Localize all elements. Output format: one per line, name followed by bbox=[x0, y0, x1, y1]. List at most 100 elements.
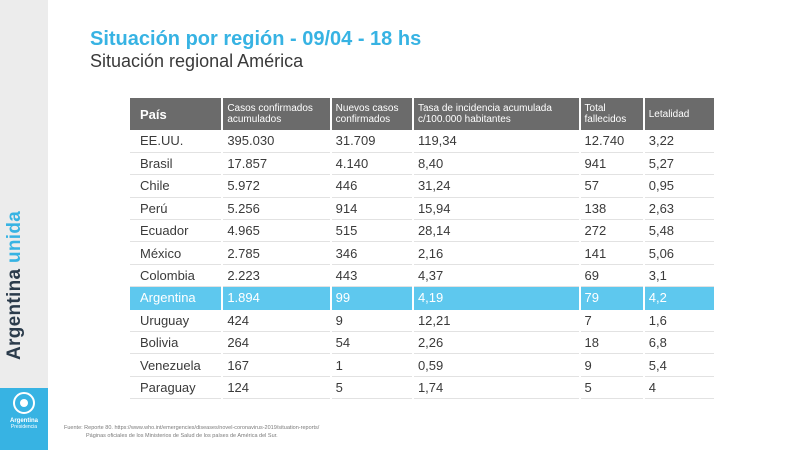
table-cell: 346 bbox=[329, 241, 413, 265]
table-header-row: País Casos confirmados acumulados Nuevos… bbox=[130, 98, 714, 130]
page-subtitle: Situación regional América bbox=[90, 51, 304, 71]
table-cell: 9 bbox=[578, 353, 644, 377]
table-cell: 69 bbox=[578, 264, 644, 288]
table-cell: Perú bbox=[130, 197, 223, 221]
table-cell: 141 bbox=[578, 241, 644, 265]
table-cell: Colombia bbox=[130, 264, 223, 288]
table-cell: 4.965 bbox=[221, 219, 331, 243]
table-row: Colombia 2.223 443 4,37 69 3,1 bbox=[130, 264, 714, 288]
table-cell: Ecuador bbox=[130, 219, 223, 243]
table-cell: 99 bbox=[329, 286, 413, 310]
table-cell: 2.223 bbox=[221, 264, 331, 288]
table-cell: 18 bbox=[578, 331, 644, 355]
table-cell: 4,2 bbox=[642, 286, 714, 310]
brand-wordmark: Argentina unida bbox=[4, 211, 26, 360]
table-cell: 5,48 bbox=[642, 219, 714, 243]
brand-text-main: Argentina bbox=[4, 263, 25, 360]
header-total-fallecidos: Total fallecidos bbox=[578, 98, 644, 130]
table-row: Bolivia 264 54 2,26 18 6,8 bbox=[130, 331, 714, 355]
table-cell: 515 bbox=[329, 219, 413, 243]
table-cell: 1 bbox=[329, 353, 413, 377]
table-row: EE.UU. 395.030 31.709 119,34 12.740 3,22 bbox=[130, 130, 714, 153]
table-cell: 2,26 bbox=[411, 331, 580, 355]
source-footnote: Fuente: Reporte 80. https://www.who.int/… bbox=[64, 424, 319, 440]
left-sidebar: Argentina unida Argentina Presidencia bbox=[0, 0, 48, 450]
table-cell: 17.857 bbox=[221, 152, 331, 176]
table-cell: 7 bbox=[578, 309, 644, 333]
footnote-line-1: Fuente: Reporte 80. https://www.who.int/… bbox=[64, 425, 320, 431]
header-nuevos-casos: Nuevos casos confirmados bbox=[329, 98, 413, 130]
brand-text-accent: unida bbox=[4, 210, 25, 264]
table-cell: 0,59 bbox=[411, 353, 580, 377]
table-cell: 1,74 bbox=[411, 376, 580, 400]
logo-line-2: Presidencia bbox=[10, 424, 38, 430]
table-cell: Argentina bbox=[130, 286, 223, 310]
table-cell: 5,06 bbox=[642, 241, 714, 265]
footnote-line-2: Páginas oficiales de los Ministerios de … bbox=[86, 433, 278, 439]
table-cell: 424 bbox=[221, 309, 331, 333]
table-cell: Brasil bbox=[130, 152, 223, 176]
table-row: México 2.785 346 2,16 141 5,06 bbox=[130, 241, 714, 265]
table-cell: 4 bbox=[642, 376, 714, 400]
table-cell: 5 bbox=[329, 376, 413, 400]
table-cell: 15,94 bbox=[411, 197, 580, 221]
table-cell: 119,34 bbox=[411, 130, 580, 153]
table-cell: EE.UU. bbox=[130, 130, 223, 153]
table-cell: 31,24 bbox=[411, 174, 580, 198]
header-pais: País bbox=[130, 98, 223, 130]
table-cell: 4,37 bbox=[411, 264, 580, 288]
table-cell: 57 bbox=[578, 174, 644, 198]
table-cell: 54 bbox=[329, 331, 413, 355]
table-cell: 941 bbox=[578, 152, 644, 176]
table-cell: 124 bbox=[221, 376, 331, 400]
table-cell: 446 bbox=[329, 174, 413, 198]
table-cell: 443 bbox=[329, 264, 413, 288]
logo-line-1: Argentina bbox=[9, 418, 38, 424]
table-cell: 1.894 bbox=[221, 286, 331, 310]
table-cell: Venezuela bbox=[130, 353, 223, 377]
table-cell: 5,4 bbox=[642, 353, 714, 377]
table-cell: 914 bbox=[329, 197, 413, 221]
table-cell: 28,14 bbox=[411, 219, 580, 243]
table-cell: 2,63 bbox=[642, 197, 714, 221]
table-cell: 9 bbox=[329, 309, 413, 333]
header-letalidad: Letalidad bbox=[642, 98, 714, 130]
table-cell: 4,19 bbox=[411, 286, 580, 310]
table-cell: 31.709 bbox=[329, 130, 413, 153]
table-cell: 264 bbox=[221, 331, 331, 355]
table-cell: 395.030 bbox=[221, 130, 331, 153]
table-cell: 12.740 bbox=[578, 130, 644, 153]
table-cell: 2,16 bbox=[411, 241, 580, 265]
table-row: Paraguay 124 5 1,74 5 4 bbox=[130, 376, 714, 400]
table-cell: 3,22 bbox=[642, 130, 714, 153]
table-row: Uruguay 424 9 12,21 7 1,6 bbox=[130, 309, 714, 333]
table-cell: 4.140 bbox=[329, 152, 413, 176]
sun-emblem-icon bbox=[13, 392, 35, 414]
table-cell: 79 bbox=[578, 286, 644, 310]
presidencia-logo: Argentina Presidencia bbox=[0, 388, 48, 450]
table-cell: 3,1 bbox=[642, 264, 714, 288]
table-row: Brasil 17.857 4.140 8,40 941 5,27 bbox=[130, 152, 714, 176]
table-row: Venezuela 167 1 0,59 9 5,4 bbox=[130, 353, 714, 377]
table-cell: 1,6 bbox=[642, 309, 714, 333]
header-tasa-incidencia: Tasa de incidencia acumulada c/100.000 h… bbox=[411, 98, 580, 130]
table-row: Ecuador 4.965 515 28,14 272 5,48 bbox=[130, 219, 714, 243]
table-cell: 5.256 bbox=[221, 197, 331, 221]
table-cell: 138 bbox=[578, 197, 644, 221]
table-cell: 5,27 bbox=[642, 152, 714, 176]
table-cell: 8,40 bbox=[411, 152, 580, 176]
page-title: Situación por región - 09/04 - 18 hs bbox=[90, 28, 422, 50]
table-cell: 0,95 bbox=[642, 174, 714, 198]
table-cell: 2.785 bbox=[221, 241, 331, 265]
table-row: Perú 5.256 914 15,94 138 2,63 bbox=[130, 197, 714, 221]
table-row: Chile 5.972 446 31,24 57 0,95 bbox=[130, 174, 714, 198]
table-cell: 167 bbox=[221, 353, 331, 377]
header-casos-confirmados: Casos confirmados acumulados bbox=[221, 98, 331, 130]
table-cell: 272 bbox=[578, 219, 644, 243]
regional-situation-table: País Casos confirmados acumulados Nuevos… bbox=[130, 98, 714, 400]
table-cell: Bolivia bbox=[130, 331, 223, 355]
table-cell: Paraguay bbox=[130, 376, 223, 400]
table-cell: Chile bbox=[130, 174, 223, 198]
table-cell: Uruguay bbox=[130, 309, 223, 333]
table-cell: 6,8 bbox=[642, 331, 714, 355]
